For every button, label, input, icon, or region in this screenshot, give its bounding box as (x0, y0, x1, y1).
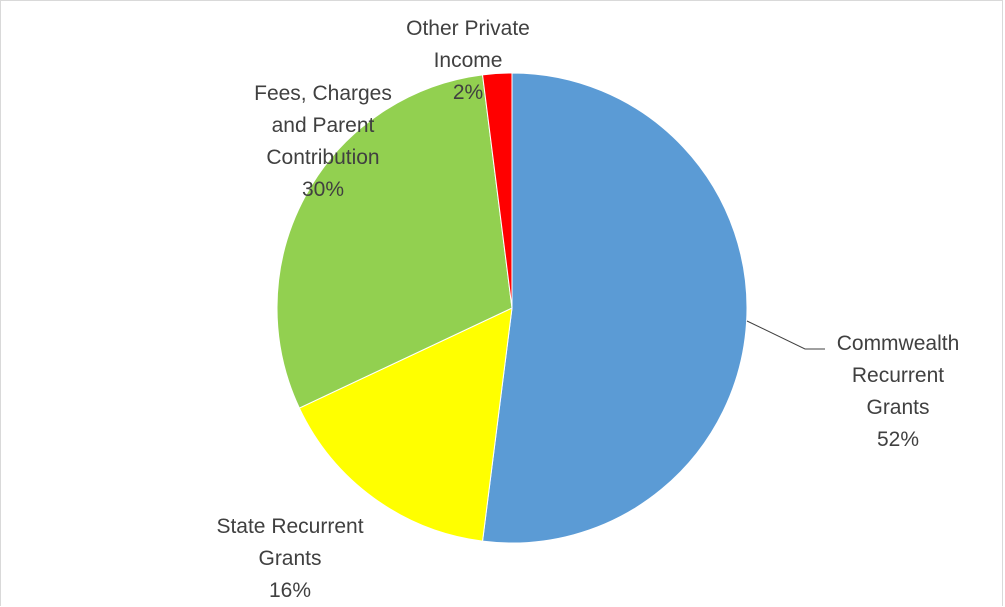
data-label-name-line: Other Private (406, 17, 530, 40)
data-label-commwealth-recurrent-grants: Commwealth Recurrent Grants 52% (837, 332, 960, 451)
leader-lines (746, 320, 825, 350)
pie-slice-commwealth-recurrent-grants (481, 72, 748, 544)
data-label-value: 2% (453, 81, 483, 104)
pie-slice-other-private-income (481, 72, 513, 309)
data-label-name-line: and Parent (272, 114, 375, 137)
data-label-name-line: Recurrent (852, 364, 944, 387)
data-label-other-private-income: Other Private Income 2% (406, 17, 530, 104)
leader-line (746, 320, 825, 350)
pie-slices (276, 72, 748, 544)
data-label-value: 30% (302, 178, 344, 201)
data-label-value: 16% (269, 579, 311, 602)
data-label-name-line: Grants (866, 396, 929, 419)
data-label-name-line: Fees, Charges (254, 82, 392, 105)
data-label-name-line: Commwealth (837, 332, 960, 355)
data-labels: Commwealth Recurrent Grants 52% State Recurr… (216, 17, 959, 602)
pie-slice-fees-charges-and-parent-contribution (276, 74, 513, 409)
data-label-value: 52% (877, 428, 919, 451)
data-label-fees-charges-and-parent-contribution: Fees, Charges and Parent Contribution 30% (254, 82, 392, 201)
data-label-name-line: Income (434, 49, 503, 72)
data-label-state-recurrent-grants: State Recurrent Grants 16% (216, 515, 363, 602)
data-label-name-line: Contribution (266, 146, 379, 169)
pie-slice-state-recurrent-grants (298, 307, 513, 542)
data-label-name-line: State Recurrent (216, 515, 363, 538)
data-label-name-line: Grants (258, 547, 321, 570)
